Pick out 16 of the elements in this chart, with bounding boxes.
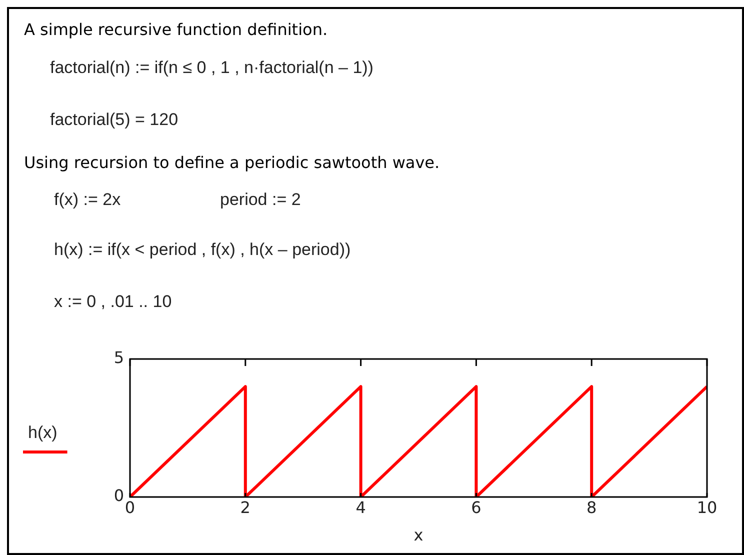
x-tick-label: 6 (471, 498, 482, 517)
text: h(x) := if(x < period , f(x) , h(x – period)) (54, 240, 351, 260)
x-tick-label: 10 (696, 498, 718, 517)
x-tick-label: 4 (356, 498, 366, 517)
y-tick-label: 5 (114, 348, 124, 368)
text: period := 2 (220, 190, 301, 210)
chart-title: A simple recursive function definition. (24, 20, 328, 39)
chart-subtitle: Using recursion to define a periodic sawtooth wave. (24, 153, 440, 172)
x-tick-label: 2 (240, 498, 250, 517)
x-tick-label: 8 (586, 498, 597, 517)
text: x := 0 , .01 .. 10 (54, 292, 172, 312)
text: factorial(5) = 120 (50, 110, 178, 130)
text: factorial(n) := if(n ≤ 0 , 1 , n·factorial(n – 1)) (50, 58, 374, 78)
text: h(x) (28, 423, 58, 442)
x-axis-title: x (414, 526, 424, 545)
text: f(x) := 2x (54, 190, 121, 210)
